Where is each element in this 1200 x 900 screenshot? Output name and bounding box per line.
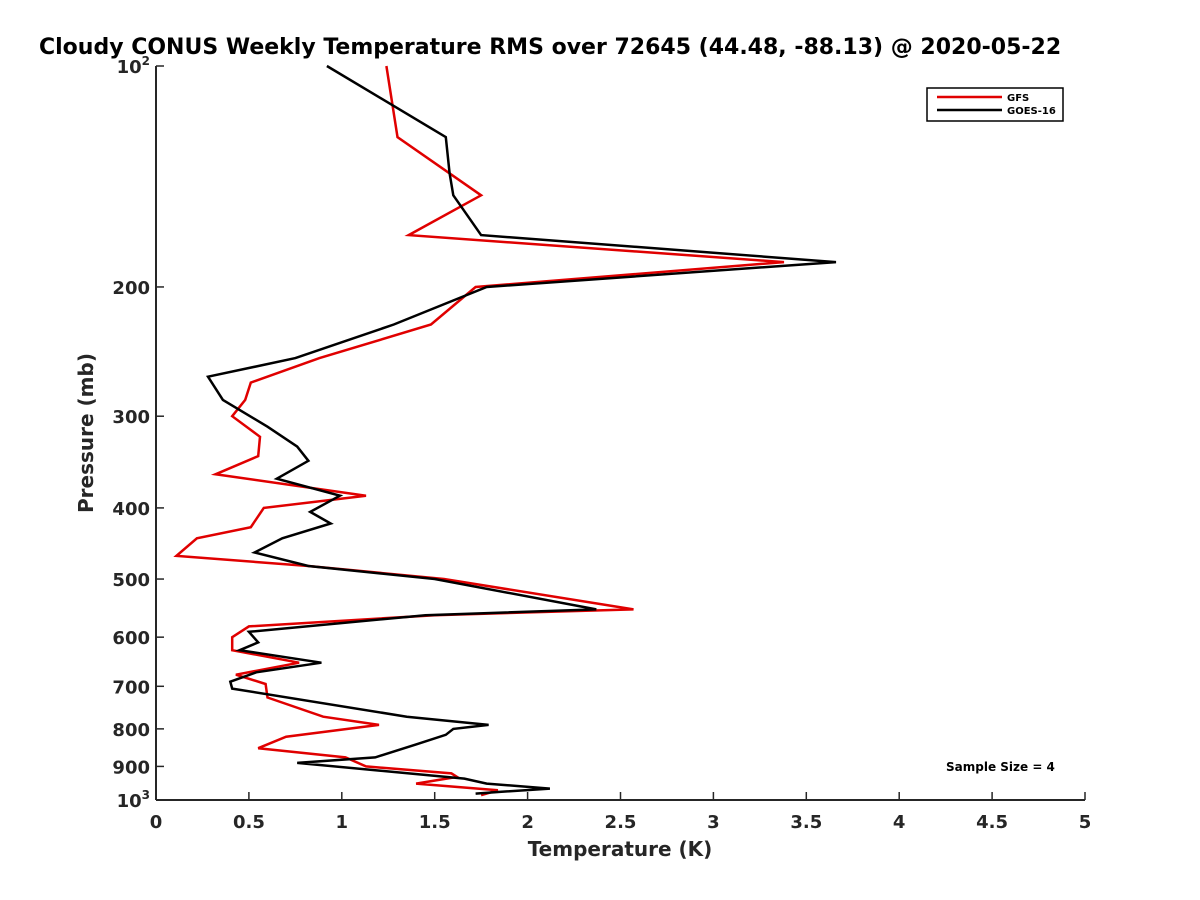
x-ticks: 0 0.5 1 1.5 2 2.5 3 3.5 4 4.5 5 [150, 792, 1092, 833]
series-line-goes-16 [205, 64, 837, 795]
series-line-gfs [173, 65, 785, 797]
x-tick-label: 5 [1079, 812, 1092, 833]
y-ticks: 102 200 300 400 500 600 700 800 900 103 [112, 54, 164, 812]
legend-items: GFS GOES-16 [937, 93, 1056, 117]
y-tick-label: 600 [112, 628, 150, 649]
y-axis-label: Pressure (mb) [74, 353, 98, 513]
x-tick-label: 4 [893, 812, 906, 833]
x-tick-label: 2.5 [605, 812, 637, 833]
y-tick-label: 500 [112, 570, 150, 591]
x-tick-label: 1.5 [419, 812, 451, 833]
x-tick-label: 0 [150, 812, 163, 833]
legend-label: GFS [1007, 93, 1029, 104]
y-tick-label: 300 [112, 407, 150, 428]
legend-box [926, 87, 1064, 122]
legend-label: GOES-16 [1007, 106, 1056, 117]
chart-title: Cloudy CONUS Weekly Temperature RMS over… [39, 35, 1061, 60]
sample-size-annotation: Sample Size = 4 [946, 760, 1055, 774]
y-tick-label: 200 [112, 278, 150, 299]
plot-area: 0 0.5 1 1.5 2 2.5 3 3.5 4 4.5 5 102 200 300 400 500 600… [112, 54, 1091, 833]
x-tick-label: 1 [336, 812, 349, 833]
y-tick-label: 800 [112, 720, 150, 741]
x-tick-label: 2 [521, 812, 534, 833]
x-tick-label: 3.5 [790, 812, 822, 833]
series-layer [173, 64, 837, 797]
y-tick-label: 900 [112, 757, 150, 778]
y-tick-label: 400 [112, 499, 150, 520]
x-tick-label: 0.5 [233, 812, 265, 833]
legend: GFS GOES-16 [926, 87, 1064, 122]
y-tick-label: 103 [117, 788, 150, 812]
x-tick-label: 4.5 [976, 812, 1008, 833]
y-tick-label: 102 [117, 54, 150, 78]
x-tick-label: 3 [707, 812, 720, 833]
y-tick-label: 700 [112, 677, 150, 698]
x-axis-label: Temperature (K) [528, 837, 713, 861]
